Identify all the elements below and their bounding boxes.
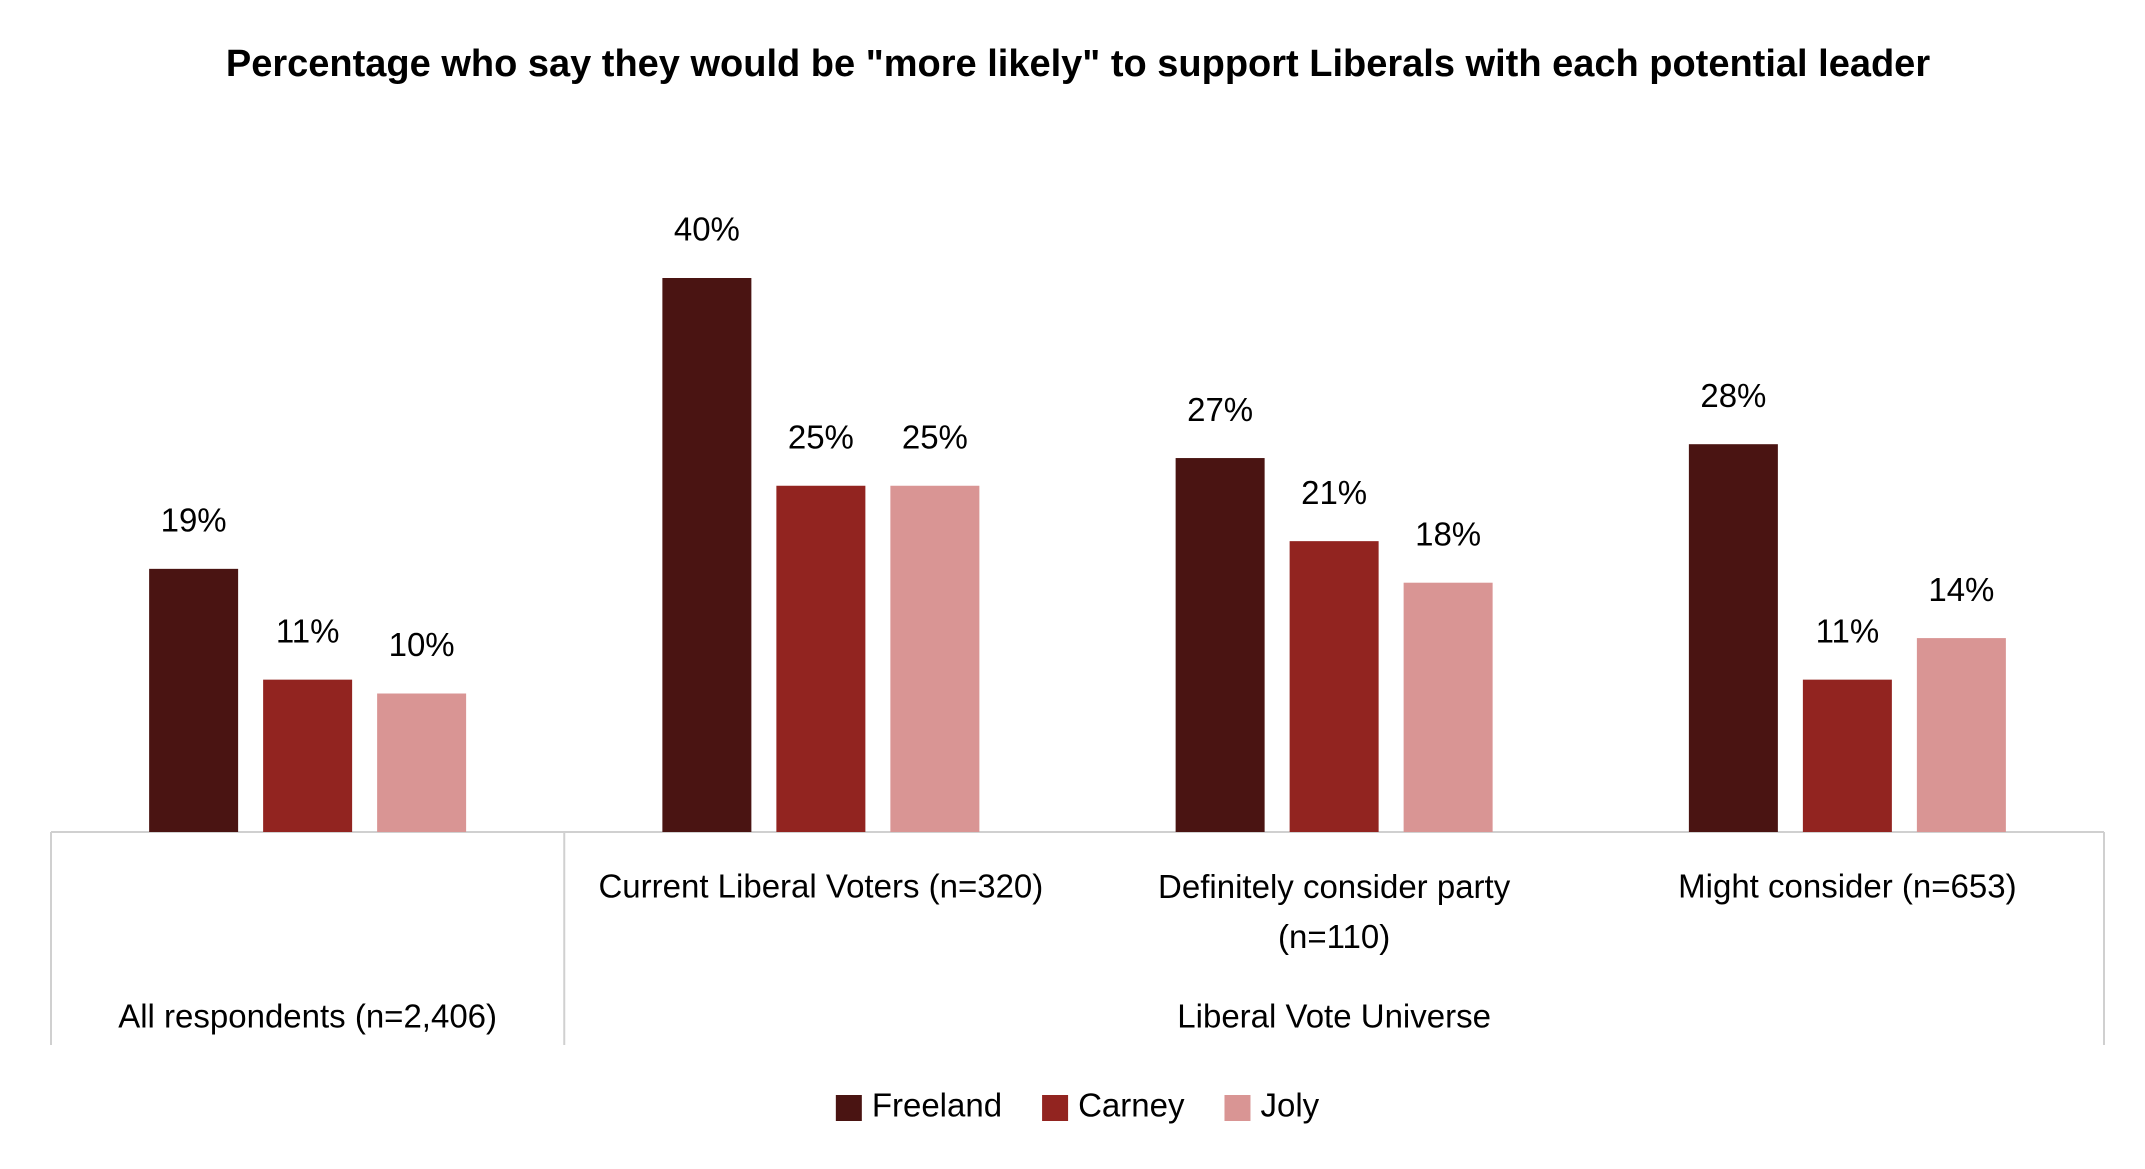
- data-label: 25%: [902, 418, 968, 455]
- bar: [263, 679, 353, 832]
- legend-label: Freeland: [872, 1087, 1002, 1124]
- bar: [662, 278, 752, 832]
- data-label: 10%: [389, 626, 455, 663]
- bar: [1916, 638, 2006, 832]
- data-label: 27%: [1187, 391, 1253, 428]
- legend-swatch: [1224, 1095, 1251, 1121]
- bar: [1802, 679, 1892, 832]
- data-label: 21%: [1301, 474, 1367, 511]
- bar: [776, 485, 866, 832]
- group-label: Liberal Vote Universe: [1177, 998, 1491, 1035]
- bar: [1289, 541, 1379, 832]
- x-tick-label: Might consider (n=653): [1678, 868, 2016, 905]
- x-tick-label: Current Liberal Voters (n=320): [598, 868, 1043, 905]
- bar: [1688, 444, 1778, 832]
- data-label: 11%: [276, 612, 340, 649]
- data-label: 28%: [1700, 377, 1766, 414]
- data-label: 25%: [788, 418, 854, 455]
- x-tick-label: Definitely consider party (n=110): [1158, 868, 1511, 955]
- bar: [890, 485, 980, 832]
- bar: [1403, 582, 1493, 832]
- legend-label: Carney: [1078, 1087, 1185, 1124]
- data-label: 11%: [1816, 612, 1880, 649]
- legend-label: Joly: [1260, 1087, 1319, 1124]
- group-label: All respondents (n=2,406): [118, 998, 497, 1035]
- data-label: 18%: [1415, 515, 1481, 552]
- chart-title: Percentage who say they would be "more l…: [226, 43, 1930, 85]
- bar: [1175, 458, 1265, 832]
- legend-swatch: [1042, 1095, 1069, 1121]
- bar: [377, 693, 467, 832]
- legend-swatch: [835, 1095, 862, 1121]
- data-label: 40%: [674, 211, 740, 248]
- bar: [149, 568, 239, 832]
- data-label: 14%: [1928, 571, 1994, 608]
- data-label: 19%: [161, 502, 227, 539]
